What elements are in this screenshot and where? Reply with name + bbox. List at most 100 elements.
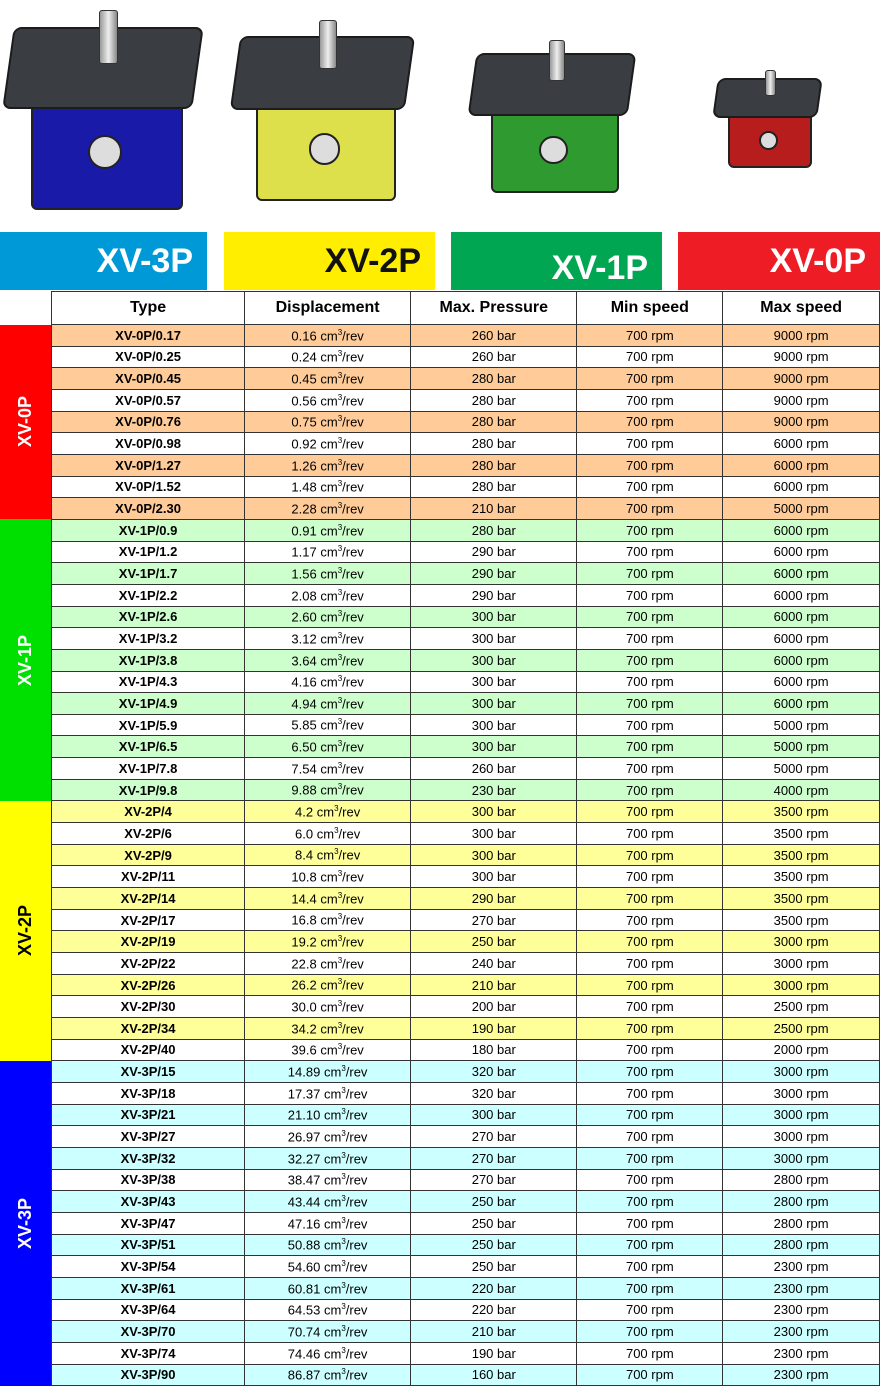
max-speed-cell: 6000 rpm (722, 475, 880, 499)
unit-exponent: 3 (334, 847, 339, 857)
table-row: XV-1P/4.9 4.94 cm3/rev 300 bar 700 rpm 6000 … (0, 692, 880, 715)
unit: /rev (345, 1215, 368, 1231)
group-label-text: XV-3P (15, 1197, 36, 1249)
unit: cm (320, 544, 338, 560)
unit: /rev (345, 1064, 368, 1080)
min-speed-cell: 700 rpm (576, 800, 724, 824)
max-speed-cell: 9000 rpm (722, 388, 880, 412)
group-label-text: XV-1P (15, 634, 36, 686)
max-speed-cell: 2300 rpm (722, 1255, 880, 1278)
unit: /rev (345, 1345, 368, 1361)
pump-image-xv-1p (229, 20, 416, 215)
min-speed-cell: 700 rpm (576, 1060, 724, 1083)
pressure-cell: 290 bar (410, 887, 578, 910)
type-cell: XV-1P/3.8 (51, 648, 246, 672)
type-cell: XV-2P/14 (51, 887, 246, 910)
pressure-cell: 210 bar (410, 497, 578, 520)
displacement-cell: 7.54 cm3/rev (244, 757, 412, 780)
type-cell: XV-2P/4 (51, 800, 246, 824)
displacement-value: 4.16 (291, 674, 317, 690)
unit: cm (320, 631, 338, 647)
type-cell: XV-0P/2.30 (51, 497, 246, 520)
min-speed-cell: 700 rpm (576, 497, 724, 520)
pressure-cell: 260 bar (410, 757, 578, 780)
displacement-cell: 39.6 cm3/rev (244, 1038, 412, 1062)
table-row: XV-0P/1.52 1.48 cm3/rev 280 bar 700 rpm 6000… (0, 475, 880, 499)
type-cell: XV-1P/9.8 (51, 778, 246, 802)
min-speed-cell: 700 rpm (576, 1298, 724, 1322)
unit: /rev (342, 327, 364, 343)
unit: cm (320, 522, 338, 538)
pressure-cell: 280 bar (410, 410, 578, 434)
unit: /rev (342, 609, 364, 625)
type-cell: XV-2P/11 (51, 865, 246, 889)
table-row: XV-3P/54 54.60 cm3/rev 250 bar 700 rpm 2300 … (0, 1255, 880, 1278)
table-row: XV-0P/0.98 0.92 cm3/rev 280 bar 700 rpm 6000… (0, 432, 880, 455)
max-speed-cell: 6000 rpm (722, 670, 880, 694)
pressure-cell: 270 bar (410, 1168, 578, 1192)
displacement-cell: 0.16 cm3/rev (244, 324, 412, 347)
displacement-cell: 2.08 cm3/rev (244, 583, 412, 607)
table-row: XV-3P/27 26.97 cm3/rev 270 bar 700 rpm 3000 … (0, 1125, 880, 1148)
min-speed-cell: 700 rpm (576, 973, 724, 997)
unit-exponent: 3 (337, 760, 343, 770)
unit: cm (320, 717, 338, 733)
type-cell: XV-3P/38 (51, 1168, 246, 1192)
min-speed-cell: 700 rpm (576, 627, 724, 650)
min-speed-cell: 700 rpm (576, 1081, 724, 1105)
min-speed-cell: 700 rpm (576, 1168, 724, 1192)
max-speed-cell: 9000 rpm (722, 345, 880, 369)
displacement-cell: 50.88 cm3/rev (244, 1233, 412, 1257)
displacement-value: 3.64 (291, 652, 317, 668)
displacement-value: 3.12 (291, 631, 317, 647)
min-speed-cell: 700 rpm (576, 757, 724, 780)
min-speed-cell: 700 rpm (576, 1017, 724, 1040)
type-cell: XV-0P/0.25 (51, 345, 246, 369)
pressure-cell: 240 bar (410, 952, 578, 975)
min-speed-cell: 700 rpm (576, 583, 724, 607)
displacement-value: 0.45 (291, 371, 317, 387)
unit: /rev (342, 1020, 364, 1036)
unit-exponent: 3 (337, 739, 343, 749)
group-label-text: XV-0P (15, 396, 36, 448)
max-speed-cell: 6000 rpm (722, 562, 880, 585)
unit: cm (323, 1150, 342, 1166)
unit: cm (323, 1085, 342, 1101)
pressure-cell: 280 bar (410, 518, 578, 542)
max-speed-cell: 3500 rpm (722, 908, 880, 932)
unit: cm (320, 977, 338, 993)
unit: cm (320, 891, 338, 907)
unit-exponent: 3 (341, 1258, 346, 1268)
type-cell: XV-1P/2.6 (51, 605, 246, 629)
unit: /rev (342, 566, 364, 582)
displacement-cell: 64.53 cm3/rev (244, 1298, 412, 1322)
unit-exponent: 3 (341, 1172, 346, 1182)
displacement-value: 54.60 (287, 1259, 321, 1275)
unit: /rev (342, 696, 364, 712)
min-speed-cell: 700 rpm (576, 562, 724, 585)
displacement-cell: 9.88 cm3/rev (244, 778, 412, 802)
unit-exponent: 3 (337, 609, 343, 619)
table-row: XV-3P/70 70.74 cm3/rev 210 bar 700 rpm 2300 … (0, 1320, 880, 1343)
table-row: XV-1P/2.2 2.08 cm3/rev 290 bar 700 rpm 6000 … (0, 583, 880, 607)
type-cell: XV-0P/0.57 (51, 388, 246, 412)
unit: /rev (342, 371, 364, 387)
min-speed-cell: 700 rpm (576, 1255, 724, 1278)
displacement-value: 4.2 (295, 804, 314, 820)
type-cell: XV-2P/17 (51, 908, 246, 932)
max-speed-cell: 2500 rpm (722, 995, 880, 1018)
table-row: XV-3P/47 47.16 cm3/rev 250 bar 700 rpm 2800 … (0, 1211, 880, 1235)
unit-exponent: 3 (341, 1367, 346, 1377)
unit: cm (323, 1237, 342, 1253)
unit: cm (323, 1194, 342, 1210)
displacement-cell: 54.60 cm3/rev (244, 1255, 412, 1278)
max-speed-cell: 3500 rpm (722, 843, 880, 867)
unit: /rev (342, 891, 364, 907)
min-speed-cell: 700 rpm (576, 432, 724, 455)
displacement-cell: 4.16 cm3/rev (244, 670, 412, 694)
unit: /rev (342, 782, 364, 798)
displacement-value: 0.91 (291, 522, 317, 538)
min-speed-cell: 700 rpm (576, 1146, 724, 1170)
type-cell: XV-2P/9 (51, 843, 246, 867)
type-cell: XV-3P/15 (51, 1060, 246, 1083)
